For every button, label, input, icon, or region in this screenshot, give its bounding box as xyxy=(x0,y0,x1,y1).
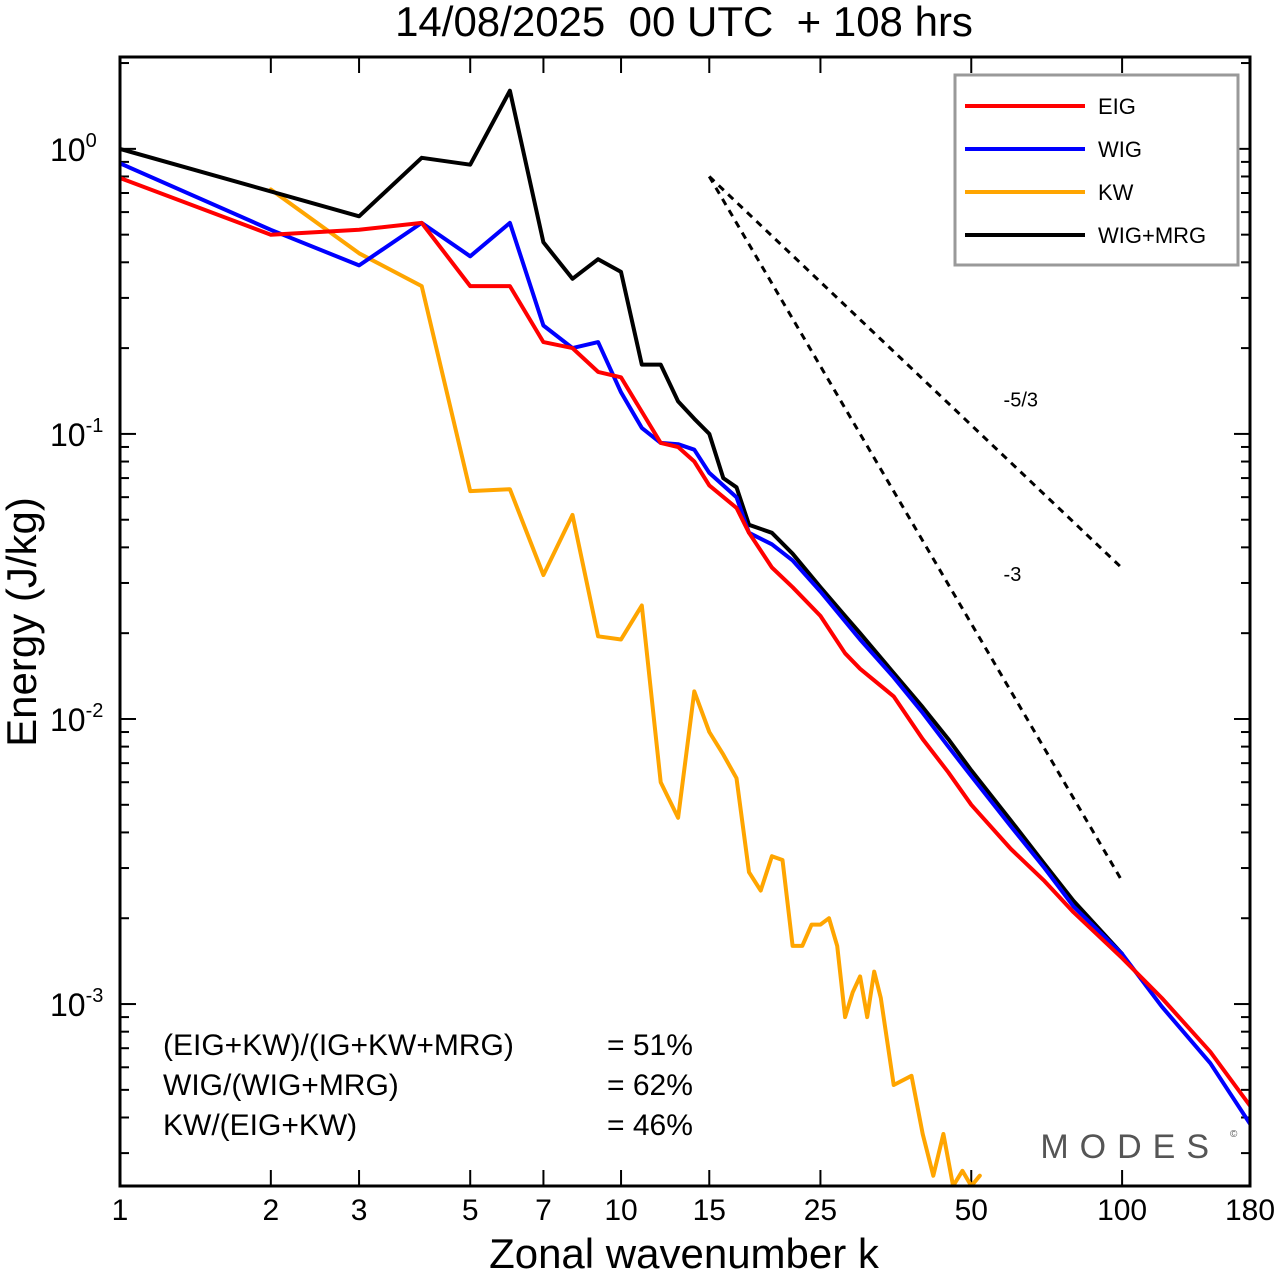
x-tick-label: 100 xyxy=(1097,1194,1147,1227)
x-tick-labels: 1 2 3 5 7 10 15 25 50 100 180 xyxy=(112,1194,1275,1227)
legend-label: KW xyxy=(1098,180,1134,205)
annotation-value: = 51% xyxy=(607,1029,693,1062)
x-tick-label: 10 xyxy=(604,1194,637,1227)
copyright-mark: © xyxy=(1230,1129,1238,1140)
y-tick-label: 100 xyxy=(50,130,97,168)
series-line-eig xyxy=(120,176,1250,1108)
annotation-value: = 46% xyxy=(607,1109,693,1142)
annotation-value: = 62% xyxy=(607,1069,693,1102)
x-tick-label: 2 xyxy=(262,1194,279,1227)
x-tick-label: 7 xyxy=(535,1194,552,1227)
plot-frame xyxy=(118,55,1252,1188)
slope-label: -5/3 xyxy=(1004,389,1038,411)
reference-slope-lines xyxy=(707,175,1124,882)
x-tick-label: 180 xyxy=(1225,1194,1275,1227)
legend-label: WIG+MRG xyxy=(1098,223,1206,248)
y-tick-label: 10-1 xyxy=(50,415,103,453)
y-tick-labels: 100 10-1 10-2 10-3 xyxy=(50,130,103,1023)
annotation-name: KW/(EIG+KW) xyxy=(163,1109,357,1142)
slope-label: -3 xyxy=(1004,564,1022,586)
x-tick-label: 3 xyxy=(351,1194,368,1227)
series-line-wig-mrg xyxy=(120,88,1125,956)
x-tick-label: 25 xyxy=(804,1194,837,1227)
slope-line-minus-5-3 xyxy=(708,175,1124,570)
series-line-wig xyxy=(120,161,1250,1126)
reference-slope-labels: -5/3 -3 xyxy=(1004,389,1038,586)
legend-label: WIG xyxy=(1098,137,1142,162)
x-tick-label: 1 xyxy=(112,1194,129,1227)
series-lines xyxy=(120,88,1250,1186)
y-axis-label: Energy (J/kg) xyxy=(0,497,45,747)
annotation-name: (EIG+KW)/(IG+KW+MRG) xyxy=(163,1029,514,1062)
legend-label: EIG xyxy=(1098,94,1136,119)
y-tick-label: 10-2 xyxy=(50,700,103,738)
annotation-name: WIG/(WIG+MRG) xyxy=(163,1069,399,1102)
y-tick-label: 10-3 xyxy=(50,985,103,1023)
chart-title: 14/08/2025 00 UTC + 108 hrs xyxy=(395,0,973,45)
modes-watermark: MODES xyxy=(1040,1128,1220,1166)
x-tick-label: 5 xyxy=(462,1194,479,1227)
x-axis-label: Zonal wavenumber k xyxy=(489,1230,880,1277)
x-tick-label: 50 xyxy=(955,1194,988,1227)
ratio-annotations: (EIG+KW)/(IG+KW+MRG) = 51% WIG/(WIG+MRG) = … xyxy=(163,1029,693,1142)
x-tick-label: 15 xyxy=(693,1194,726,1227)
legend: EIG WIG KW WIG+MRG xyxy=(953,73,1240,267)
slope-line-minus-3 xyxy=(707,175,1124,882)
